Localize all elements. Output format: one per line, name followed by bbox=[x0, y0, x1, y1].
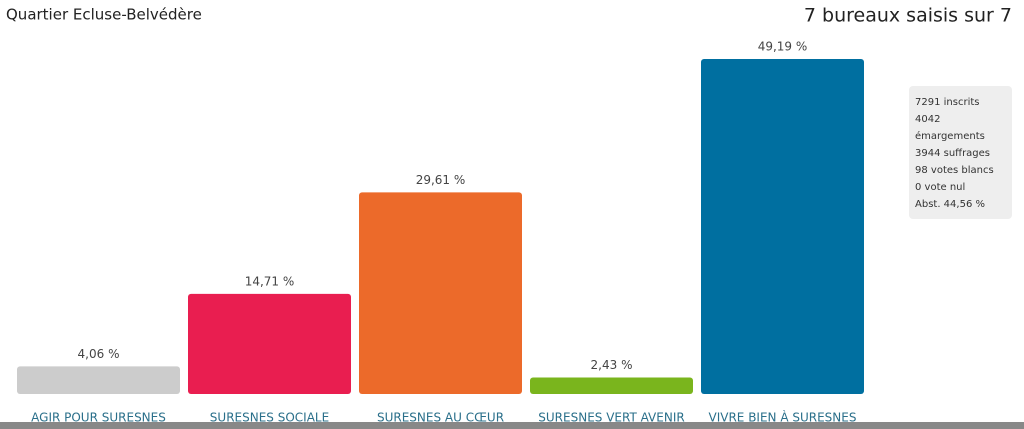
bar bbox=[188, 293, 351, 394]
info-line: 3944 suffrages bbox=[915, 148, 991, 159]
x-tick-label: VIVRE BIEN À SURESNES bbox=[709, 410, 857, 425]
value-label: 14,71 % bbox=[245, 274, 295, 288]
scrollbar bbox=[0, 422, 1024, 429]
info-line: 98 votes blancs bbox=[915, 165, 994, 176]
info-line: 7291 inscrits bbox=[915, 97, 980, 108]
info-line: 0 vote nul bbox=[915, 182, 966, 193]
value-label: 4,06 % bbox=[78, 347, 120, 361]
chart-title: Quartier Ecluse-Belvédère bbox=[6, 6, 202, 24]
value-label: 49,19 % bbox=[758, 40, 808, 54]
x-tick-label: SURESNES SOCIALE bbox=[210, 411, 329, 425]
x-tick-label: SURESNES AU CŒUR bbox=[377, 411, 504, 425]
value-label: 2,43 % bbox=[591, 358, 633, 372]
bar bbox=[359, 192, 522, 394]
value-label: 29,61 % bbox=[416, 173, 466, 187]
x-tick-label: SURESNES VERT AVENIR bbox=[538, 411, 684, 425]
bar bbox=[17, 366, 180, 394]
bar bbox=[701, 59, 864, 394]
info-box: 7291 inscrits 4042 émargements 3944 suffra… bbox=[909, 86, 1012, 219]
info-line: Abst. 44,56 % bbox=[915, 199, 985, 210]
chart-subtitle: 7 bureaux saisis sur 7 bbox=[804, 5, 1012, 27]
x-tick-label: AGIR POUR SURESNES bbox=[31, 411, 166, 425]
bar bbox=[530, 377, 693, 394]
info-line: 4042 émargements bbox=[915, 114, 985, 142]
